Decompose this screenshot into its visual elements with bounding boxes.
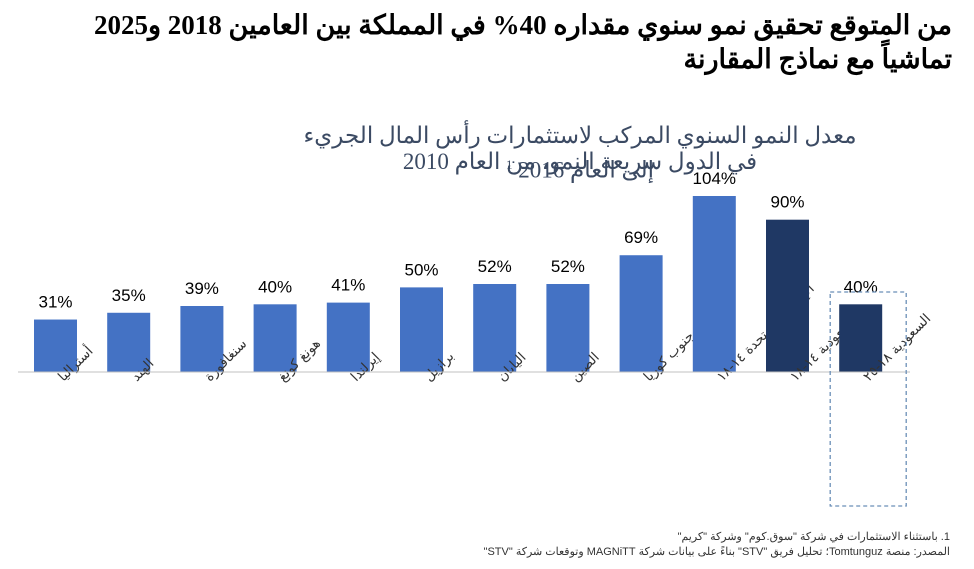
highlight-dashed-box [829,291,907,507]
value-label-1: 31% [38,293,72,312]
chart-title-line-1: معدل النمو السنوي المركب لاستثمارات رأس … [303,123,857,174]
chart-title-footnote-marker: 1 [505,157,513,172]
bar-11 [766,219,809,372]
value-label-5: 41% [331,276,365,295]
value-label-7: 52% [478,257,512,276]
value-label-2: 35% [112,286,146,305]
footnote-1: 1. باستثناء الاستثمارات في شركة "سوق.كوم… [677,531,950,543]
chart-title-line-2: إلى العام 2016 1 [300,157,860,184]
value-label-8: 52% [551,257,585,276]
bar-8 [546,284,590,372]
bar-3 [180,306,224,372]
value-label-6: 50% [404,260,438,279]
bar-9 [619,255,663,372]
value-label-9: 69% [624,228,658,247]
value-label-4: 40% [258,277,292,296]
source-note: المصدر: منصة Tomtunguz؛ تحليل فريق "STV"… [483,546,950,558]
bar-5 [326,302,370,372]
value-label-10: 104% [693,169,736,188]
value-label-3: 39% [185,279,219,298]
bar-12 [839,304,883,372]
value-label-11: 90% [770,193,804,212]
bar-10 [692,196,736,372]
bar-7 [473,284,517,372]
page-headline: من المتوقع تحقيق نمو سنوي مقداره 40% في … [94,10,952,74]
bar-6 [400,287,443,372]
value-label-12: 40% [844,277,878,296]
chart-title-text: إلى العام 2016 [518,157,655,183]
bar-2 [107,312,151,372]
bar-4 [253,304,297,372]
bar-1 [34,319,77,372]
